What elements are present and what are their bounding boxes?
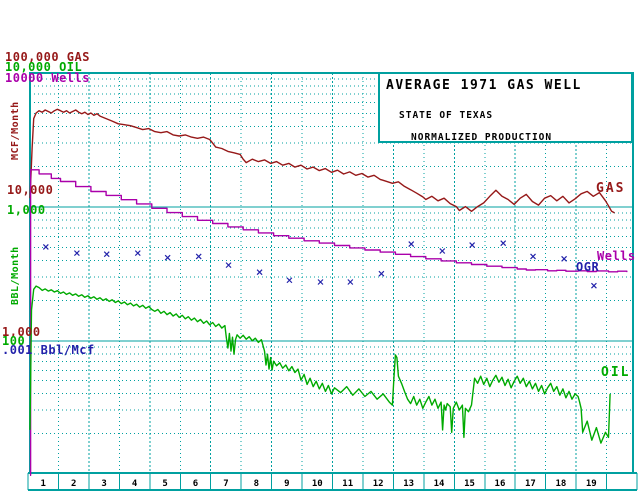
x-axis-year-label: 2 [71, 479, 76, 489]
ogr-scale-label: .001 Bbl/Mcf [2, 343, 95, 357]
x-axis-year-label: 19 [586, 479, 597, 489]
oil-y-axis-unit-label: BBL/Month [10, 246, 21, 305]
x-axis-year-row: 1 2 3 4 5 6 7 8 9 10 11 12 13 14 15 16 17 18 19 [27, 472, 638, 491]
gas-mid-scale-label: 10,000 [7, 183, 54, 197]
x-axis-year-label: 5 [162, 479, 167, 489]
grid [30, 73, 633, 473]
x-axis-year-label: 12 [373, 479, 384, 489]
chart-subtitle-normalized: NORMALIZED PRODUCTION [411, 132, 553, 143]
x-axis-year-label: 9 [284, 479, 289, 489]
x-axis-year-label: 13 [403, 479, 414, 489]
x-axis-year-label: 10 [312, 479, 323, 489]
oil-mid-scale-label: 1,000 [7, 203, 46, 217]
gas-series-label: GAS [596, 181, 626, 196]
oil-low-scale-label: 100 [2, 334, 26, 348]
oil-top-scale-label: 10,000 OIL [5, 60, 83, 74]
gas-y-axis-unit-label: MCF/Month [10, 101, 21, 160]
series-wells-line [29, 169, 628, 476]
x-axis-year-label: 6 [193, 479, 198, 489]
title-box: AVERAGE 1971 GAS WELL STATE OF TEXAS NOR… [378, 72, 633, 143]
x-axis-year-label: 18 [555, 479, 566, 489]
series-gas-line [29, 108, 615, 214]
x-axis-year-label: 17 [525, 479, 536, 489]
series-oil-line [29, 285, 611, 444]
gas-top-scale-label: 100,000 GAS [5, 50, 90, 64]
x-axis-year-label: 15 [464, 479, 475, 489]
x-axis-year-label: 14 [434, 479, 445, 489]
x-axis-year-label: 3 [101, 479, 106, 489]
ogr-series-label: OGR [576, 260, 600, 274]
gas-low-scale-label: 1,000 [2, 325, 41, 339]
series-ogr-marks [42, 240, 597, 289]
x-axis-year-label: 4 [132, 479, 138, 489]
x-axis-year-label: 1 [41, 479, 46, 489]
wells-scale-label: 10000 Wells [5, 71, 90, 85]
x-axis-year-label: 11 [342, 479, 353, 489]
chart-title: AVERAGE 1971 GAS WELL [386, 78, 582, 93]
x-axis-year-label: 8 [254, 479, 259, 489]
wells-series-label: Wells [597, 249, 636, 263]
chart-subtitle-state: STATE OF TEXAS [399, 110, 494, 121]
x-axis-year-label: 16 [495, 479, 506, 489]
x-axis-year-label: 7 [223, 479, 228, 489]
oil-series-label: OIL [601, 365, 631, 380]
